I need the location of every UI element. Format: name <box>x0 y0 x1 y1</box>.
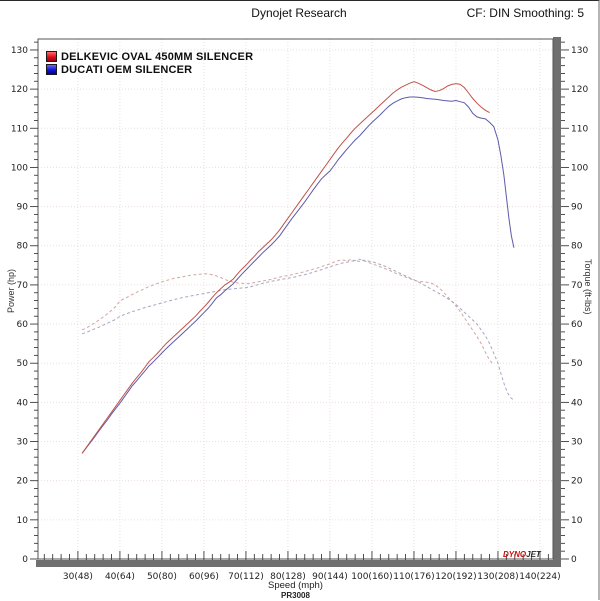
y-axis-label-power: Power (hp) <box>6 269 16 314</box>
y-tick-label-right: 40 <box>571 398 583 408</box>
series-delkevic-power <box>81 81 490 454</box>
legend-item-delkevic: DELKEVIC OVAL 450MM SILENCER <box>46 50 253 63</box>
x-tick-label: 40(64) <box>105 572 135 582</box>
legend-label-ducati: DUCATI OEM SILENCER <box>61 63 193 76</box>
y-tick-label-left: 110 <box>11 124 28 134</box>
y-tick-label-right: 120 <box>571 85 588 95</box>
frame-bar-right <box>553 37 561 567</box>
y-tick-label-right: 50 <box>571 359 583 369</box>
x-tick-label: 90(144) <box>312 572 348 582</box>
series-ducati-torque <box>81 259 515 401</box>
y-tick-label-right: 90 <box>571 203 583 213</box>
series-ducati-power <box>81 96 515 454</box>
run-id: PR3008 <box>281 591 310 600</box>
y-tick-label-right: 0 <box>571 555 577 565</box>
y-tick-label-left: 10 <box>17 516 29 526</box>
smoothing-setting: CF: DIN Smoothing: 5 <box>466 6 584 20</box>
x-tick-label: 30(48) <box>63 572 93 582</box>
y-tick-label-right: 80 <box>571 242 583 252</box>
y-tick-label-left: 130 <box>11 46 28 56</box>
y-tick-label-left: 80 <box>17 242 29 252</box>
y-tick-label-right: 100 <box>571 163 588 173</box>
x-tick-label: 80(128) <box>270 572 306 582</box>
x-tick-label: 100(160) <box>351 572 392 582</box>
y-tick-label-left: 100 <box>11 163 28 173</box>
x-tick-label: 60(96) <box>189 572 219 582</box>
page-title: Dynojet Research <box>251 6 347 20</box>
legend-swatch-blue <box>46 64 57 75</box>
dynojet-logo-part2: JET <box>526 550 541 559</box>
legend: DELKEVIC OVAL 450MM SILENCER DUCATI OEM … <box>46 50 253 76</box>
dynojet-logo: DYNOJET <box>503 550 541 559</box>
y-tick-label-left: 120 <box>11 85 28 95</box>
y-tick-label-left: 30 <box>17 438 29 448</box>
x-tick-label: 120(192) <box>435 572 476 582</box>
y-tick-label-left: 70 <box>17 281 29 291</box>
legend-label-delkevic: DELKEVIC OVAL 450MM SILENCER <box>61 50 254 63</box>
x-tick-label: 110(176) <box>393 572 434 582</box>
plot-border <box>37 38 554 560</box>
legend-item-ducati: DUCATI OEM SILENCER <box>46 63 253 76</box>
y-tick-label-left: 20 <box>17 477 29 487</box>
y-tick-label-right: 70 <box>571 281 583 291</box>
y-tick-label-right: 10 <box>571 516 583 526</box>
y-tick-label-right: 30 <box>571 438 583 448</box>
x-axis-label: Speed (mph) <box>268 580 323 591</box>
y-tick-label-left: 60 <box>17 320 29 330</box>
x-tick-label: 130(208) <box>477 572 518 582</box>
y-tick-label-left: 0 <box>22 555 28 565</box>
x-tick-label: 140(224) <box>519 572 560 582</box>
x-tick-label: 70(112) <box>228 572 264 582</box>
y-tick-label-right: 110 <box>571 124 588 134</box>
y-axis-label-torque: Torque (ft-lbs) <box>583 259 593 315</box>
x-tick-label: 50(80) <box>147 572 177 582</box>
dynojet-logo-part1: DYNO <box>503 550 527 559</box>
y-tick-label-left: 90 <box>17 203 29 213</box>
y-tick-label-left: 40 <box>17 398 29 408</box>
y-tick-label-right: 60 <box>571 320 583 330</box>
frame-bar-bottom <box>36 560 561 567</box>
legend-swatch-red <box>46 51 57 62</box>
y-tick-label-right: 20 <box>571 477 583 487</box>
y-tick-label-left: 50 <box>17 359 29 369</box>
y-tick-label-right: 130 <box>571 46 588 56</box>
